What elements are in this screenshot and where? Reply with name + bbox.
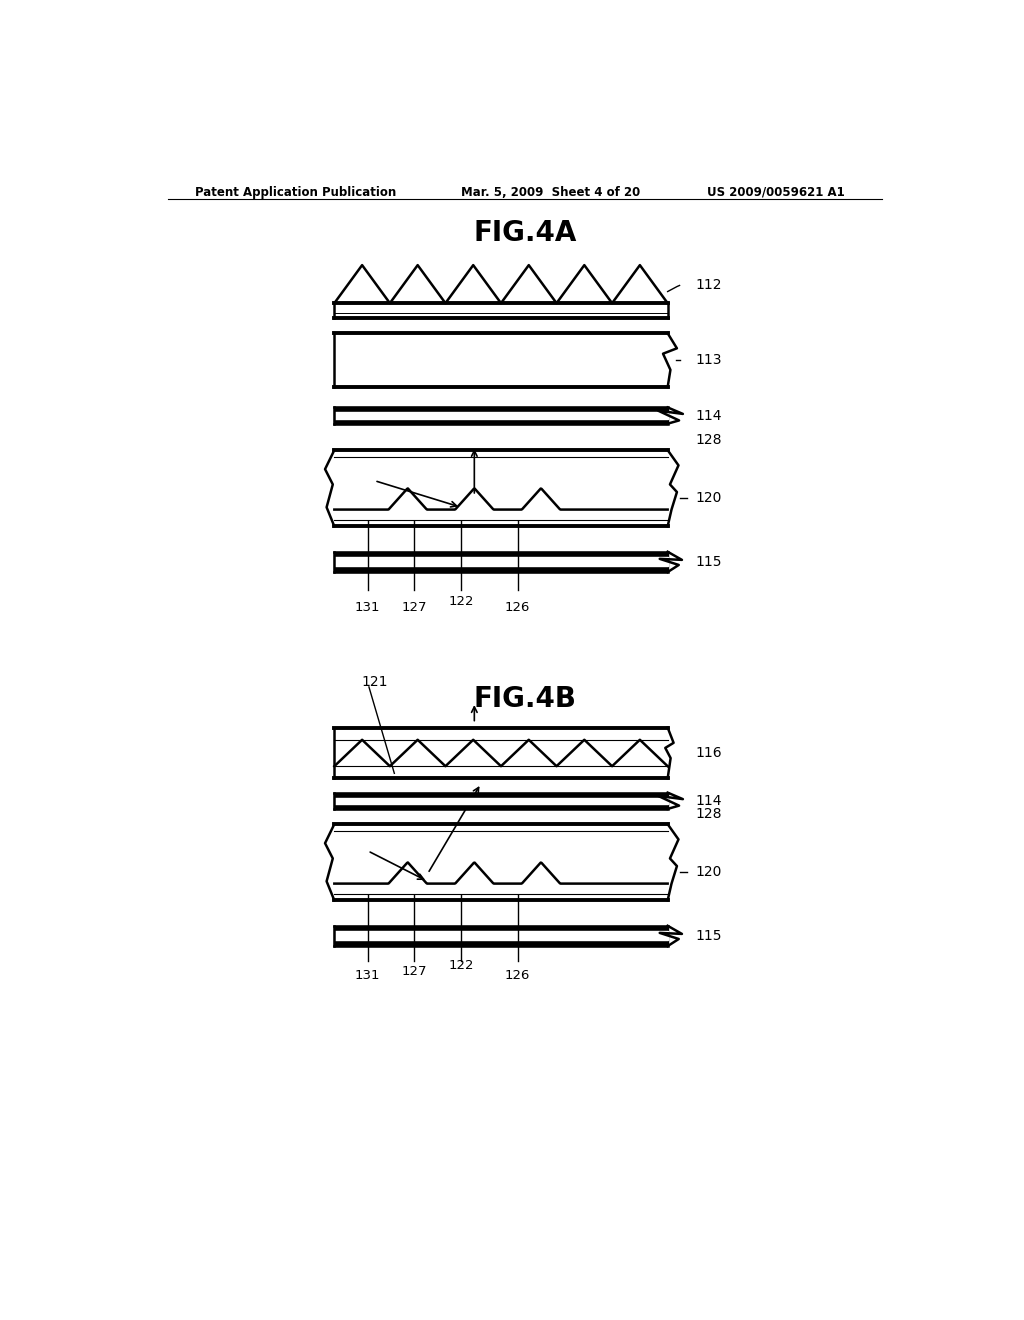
Polygon shape — [334, 727, 668, 779]
Text: 126: 126 — [505, 601, 530, 614]
Polygon shape — [334, 265, 668, 304]
Polygon shape — [334, 408, 668, 424]
Text: Patent Application Publication: Patent Application Publication — [196, 186, 396, 199]
Polygon shape — [334, 925, 668, 946]
Text: 121: 121 — [361, 675, 387, 689]
Polygon shape — [334, 792, 668, 809]
Polygon shape — [334, 333, 668, 387]
Text: 113: 113 — [695, 354, 722, 367]
Text: 116: 116 — [695, 746, 722, 760]
Text: 114: 114 — [695, 793, 722, 808]
Text: US 2009/0059621 A1: US 2009/0059621 A1 — [708, 186, 845, 199]
Text: 114: 114 — [695, 409, 722, 422]
Text: 115: 115 — [695, 554, 722, 569]
Polygon shape — [334, 552, 668, 572]
Polygon shape — [327, 450, 676, 527]
Text: 128: 128 — [695, 807, 722, 821]
Text: 131: 131 — [355, 601, 381, 614]
Text: 120: 120 — [695, 491, 722, 506]
Text: 127: 127 — [401, 965, 427, 978]
Text: FIG.4B: FIG.4B — [473, 685, 577, 713]
Polygon shape — [334, 304, 668, 318]
Text: 122: 122 — [449, 595, 474, 609]
Polygon shape — [334, 412, 668, 418]
Text: 131: 131 — [355, 969, 381, 982]
Polygon shape — [334, 557, 668, 566]
Text: 122: 122 — [449, 960, 474, 973]
Polygon shape — [334, 797, 668, 804]
Text: FIG.4A: FIG.4A — [473, 219, 577, 247]
Text: Mar. 5, 2009  Sheet 4 of 20: Mar. 5, 2009 Sheet 4 of 20 — [461, 186, 641, 199]
Text: 112: 112 — [695, 279, 722, 293]
Text: 115: 115 — [695, 929, 722, 942]
Polygon shape — [327, 824, 676, 900]
Polygon shape — [334, 932, 668, 940]
Text: 120: 120 — [695, 866, 722, 879]
Text: 128: 128 — [695, 433, 722, 447]
Text: 127: 127 — [401, 601, 427, 614]
Text: 126: 126 — [505, 969, 530, 982]
